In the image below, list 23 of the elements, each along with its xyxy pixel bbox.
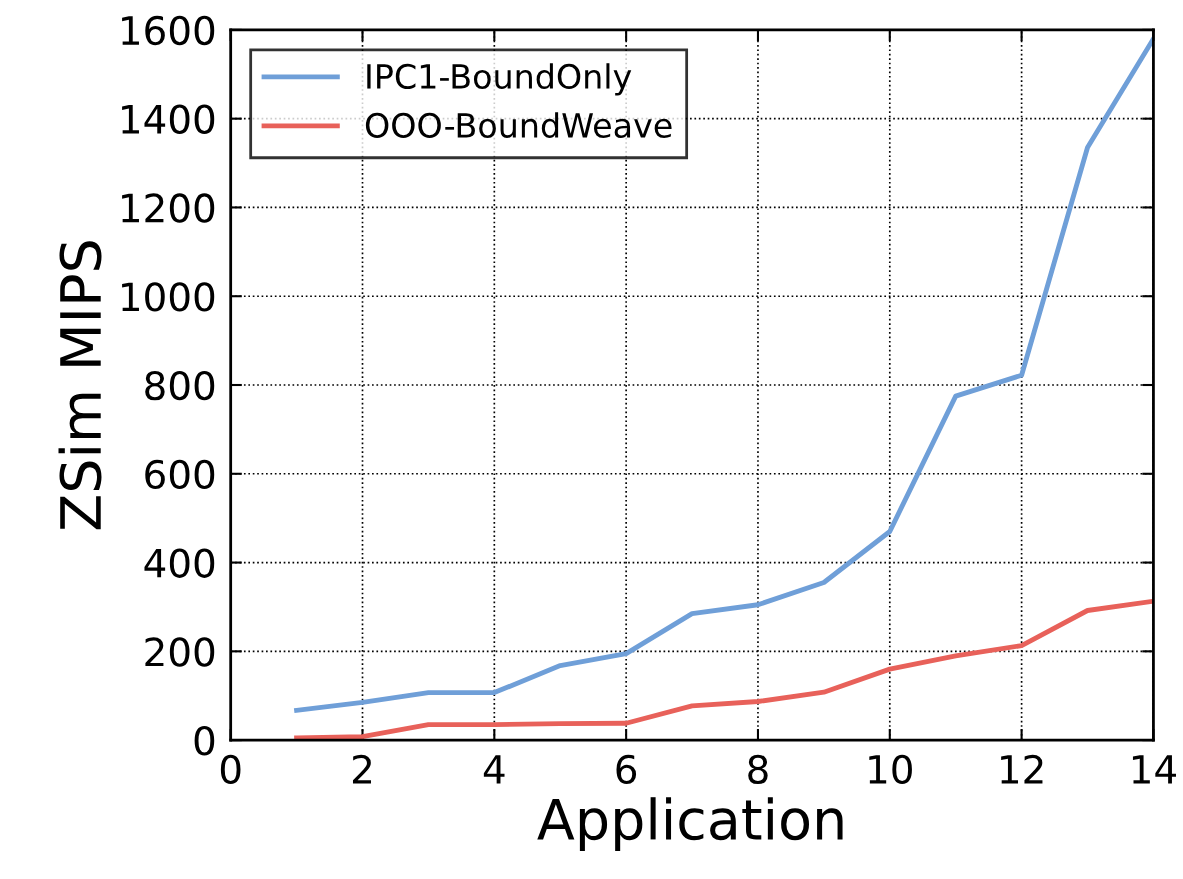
y-tick-label: 0 [194,726,215,756]
y-tick-label: 200 [145,637,215,667]
x-tick-label: 4 [483,755,505,784]
line-series [294,36,1154,713]
y-tick-label: 1600 [122,15,215,46]
y-tick-label: 600 [145,459,215,490]
line-series [294,598,1154,741]
x-tick-label: 2 [352,754,371,784]
y-tick-label: 400 [144,548,215,578]
x-tick-label: 8 [748,754,768,785]
y-tick-label: 800 [145,370,215,401]
y-tick-label: 1000 [122,282,215,312]
legend-label: OOO-BoundWeave [365,112,672,138]
legend-label: IPC1-BoundOnly [367,63,632,96]
x-tick-label: 0 [220,754,241,785]
x-tick-label: 14 [1132,755,1176,784]
x-tick-label: 12 [1001,754,1043,784]
y-tick-label: 1200 [122,193,215,223]
x-tick-label: 10 [869,754,912,785]
x-axis-title: Application [537,797,843,851]
x-tick-label: 6 [616,754,637,785]
y-axis-title: ZSim MIPS [58,241,102,530]
y-tick-label: 1400 [122,104,215,134]
